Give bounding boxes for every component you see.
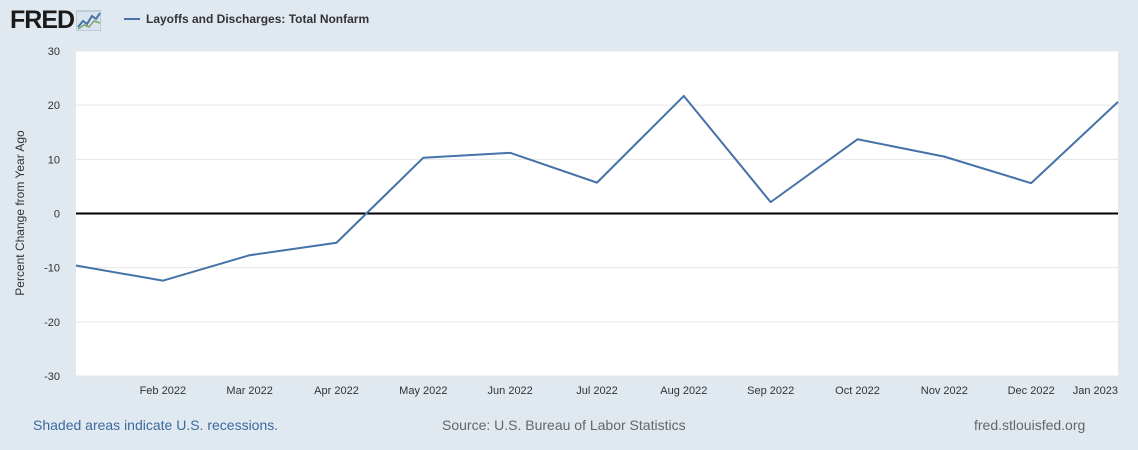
data-point[interactable] (855, 136, 861, 142)
y-axis-title: Percent Change from Year Ago (13, 130, 27, 296)
x-tick-label: Sep 2022 (747, 385, 794, 397)
x-tick-label: Feb 2022 (140, 385, 186, 397)
data-point[interactable] (941, 154, 947, 160)
data-point[interactable] (334, 240, 340, 246)
y-tick-label: 10 (48, 154, 60, 166)
x-tick-label: Apr 2022 (314, 385, 359, 397)
line-chart[interactable]: 30 20 10 0 -10 -20 -30 Feb 2022 Mar 2022 Apr 202… (0, 0, 1138, 410)
data-point[interactable] (420, 155, 426, 161)
x-tick-label: Dec 2022 (1008, 385, 1055, 397)
grid-lines (76, 50, 1118, 377)
data-point[interactable] (507, 150, 513, 156)
fred-logo-text: FRED (10, 6, 75, 34)
data-point[interactable] (160, 278, 166, 284)
site-url: fred.stlouisfed.org (974, 417, 1086, 433)
x-tick-label: Nov 2022 (921, 385, 968, 397)
y-tick-label: 0 (54, 209, 60, 221)
fred-logo[interactable]: FRED (10, 6, 102, 34)
chart-footer: Shaded areas indicate U.S. recessions. S… (0, 414, 1138, 436)
series-layer (73, 93, 1121, 284)
x-tick-label: Oct 2022 (835, 385, 880, 397)
x-tick-label: Jan 2023 (1073, 385, 1118, 397)
x-tick-label: Jul 2022 (576, 385, 618, 397)
x-tick-label: Aug 2022 (660, 385, 707, 397)
recession-note-link[interactable]: Shaded areas indicate U.S. recessions. (33, 417, 279, 433)
data-point[interactable] (247, 252, 253, 258)
y-tick-label: 20 (48, 100, 60, 112)
series-line[interactable] (75, 94, 1119, 282)
data-point[interactable] (1028, 180, 1034, 186)
x-tick-label: Jun 2022 (488, 385, 533, 397)
y-tick-label: -10 (44, 263, 60, 275)
data-point[interactable] (1115, 99, 1121, 105)
y-axis-ticks: 30 20 10 0 -10 -20 -30 (44, 46, 60, 383)
chart-header: FRED Layoffs and Discharges: Total Nonfa… (0, 0, 1138, 40)
data-point[interactable] (768, 199, 774, 205)
y-tick-label: -20 (44, 317, 60, 329)
x-axis-ticks: Feb 2022 Mar 2022 Apr 2022 May 2022 Jun 2022… (140, 385, 1118, 397)
legend-series-label: Layoffs and Discharges: Total Nonfarm (146, 12, 370, 26)
y-tick-label: 30 (48, 46, 60, 58)
data-point[interactable] (594, 180, 600, 186)
fred-chart-logo-icon (76, 10, 102, 31)
x-tick-label: Mar 2022 (226, 385, 272, 397)
data-point[interactable] (681, 93, 687, 99)
data-point[interactable] (73, 263, 79, 269)
legend-series-swatch (124, 18, 140, 20)
source-note: Source: U.S. Bureau of Labor Statistics (442, 417, 686, 433)
y-tick-label: -30 (44, 371, 60, 383)
chart-legend[interactable]: Layoffs and Discharges: Total Nonfarm (124, 12, 369, 26)
x-tick-label: May 2022 (399, 385, 447, 397)
